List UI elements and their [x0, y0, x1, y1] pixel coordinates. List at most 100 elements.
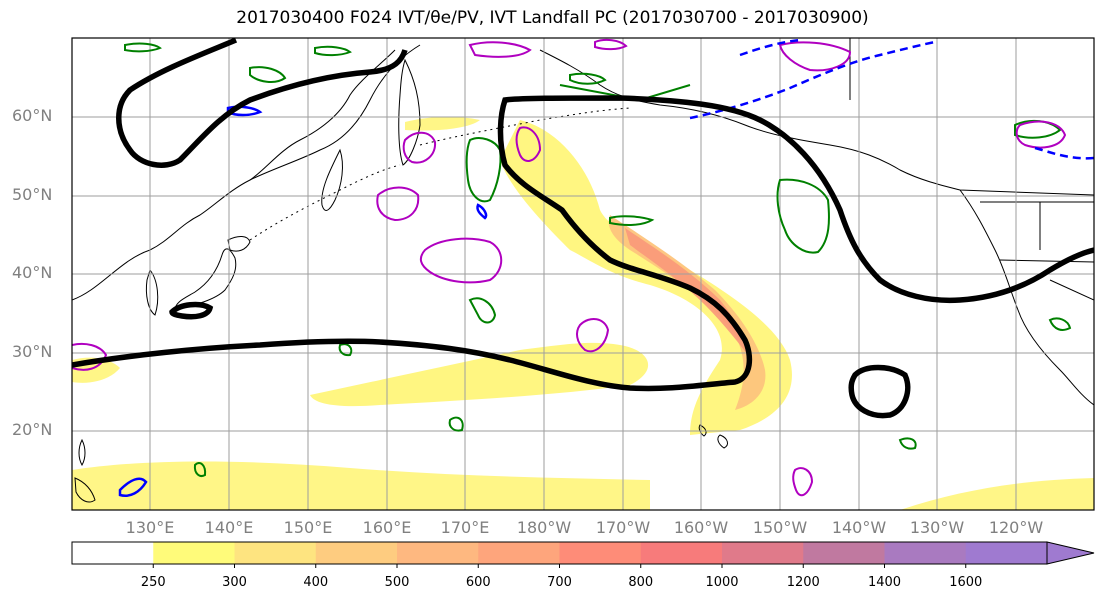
lat-label-40n: 40°N [12, 263, 53, 282]
japan [174, 248, 237, 311]
theta-e-contour [609, 215, 655, 226]
colorbar-tick-label: 800 [628, 575, 654, 590]
colorbar [71, 541, 1095, 568]
taiwan [78, 438, 86, 467]
hokkaido [227, 236, 251, 252]
colorbar-swatch [722, 542, 804, 564]
ivt-core [608, 215, 766, 410]
alaska-coast [539, 49, 1094, 196]
sakhalin [321, 148, 343, 211]
theta-e-contour [124, 42, 162, 53]
pv-positive-contour [72, 342, 108, 371]
theta-e-contour [1048, 317, 1072, 331]
colorbar-tick-label: 1000 [705, 575, 739, 590]
pc-contour-north-arc [116, 38, 408, 168]
theta-e-contour [314, 45, 352, 57]
colorbar-swatch [315, 542, 398, 564]
lon-label-140w: 140°W [831, 518, 887, 537]
pv-positive-contour [402, 131, 437, 164]
pv-negative-contour [118, 477, 148, 497]
lon-label-170w: 170°W [595, 518, 651, 537]
pv-positive-contour [468, 41, 532, 58]
ivt-band-subtropic [72, 461, 650, 510]
lat-label-60n: 60°N [12, 106, 53, 125]
theta-e-contour [776, 178, 830, 254]
lon-label-140e: 140°E [204, 518, 254, 537]
north-america-coast [959, 189, 1094, 406]
canada-borders [849, 38, 1094, 301]
colorbar-tick-label: 300 [222, 575, 247, 590]
coastlines [72, 38, 1094, 503]
ivt-band-main [500, 120, 792, 435]
colorbar-swatch [72, 542, 154, 564]
theta-e-contour [465, 137, 502, 203]
philippines [74, 477, 96, 503]
pv-positive-contour [1015, 120, 1067, 149]
pv-negative-contours [118, 38, 1094, 497]
pv-negative-contour [476, 203, 488, 220]
theta-e-contour [249, 66, 287, 83]
lon-label-160e: 160°E [362, 518, 412, 537]
map-frame [71, 37, 1095, 511]
colorbar-tick-label: 400 [303, 575, 329, 590]
colorbar-tick-label: 1200 [786, 575, 820, 590]
theta-e-contours [124, 42, 1072, 477]
colorbar-swatch [478, 542, 560, 564]
map-title: 2017030400 F024 IVT/θe/PV, IVT Landfall … [236, 8, 869, 28]
lat-label-50n: 50°N [12, 185, 53, 204]
theta-e-contour [569, 72, 607, 85]
lon-label-150e: 150°E [283, 518, 333, 537]
pv-positive-contour [792, 467, 814, 497]
colorbar-tick-label: 700 [547, 575, 572, 590]
theta-e-contour [898, 437, 917, 450]
kamchatka [398, 58, 421, 166]
colorbar-extend-arrow [1046, 541, 1095, 565]
colorbar-swatch [559, 542, 642, 564]
theta-e-contour [1014, 119, 1062, 139]
korea [145, 268, 159, 316]
lon-label-170e: 170°E [440, 518, 490, 537]
lat-label-30n: 30°N [12, 342, 53, 361]
pv-positive-contour [515, 126, 542, 162]
pv-positive-contour [376, 186, 420, 222]
colorbar-swatch [640, 542, 723, 564]
colorbar-swatch [234, 542, 317, 564]
pv-negative-contour [689, 40, 936, 120]
lon-label-130e: 130°E [125, 518, 175, 537]
colorbar-swatch [153, 542, 235, 564]
ivt-band-west [310, 342, 649, 407]
pv-positive-contours [72, 38, 1067, 497]
pc-contours [72, 38, 1094, 419]
ivt-band-kamchatka [405, 116, 480, 131]
colorbar-tick-label: 1600 [949, 575, 983, 590]
colorbar-tick-label: 500 [384, 575, 410, 590]
lon-label-150w: 150°W [752, 518, 808, 537]
ivt-band-east [900, 478, 1094, 510]
kurils [249, 164, 401, 241]
pv-negative-contour [739, 38, 801, 57]
colorbar-tick-label: 1400 [867, 575, 902, 590]
theta-e-contour [338, 343, 353, 357]
gridlines [72, 38, 1094, 510]
theta-e-contour [468, 297, 497, 324]
ivt-shading [72, 116, 1094, 510]
colorbar-swatch [397, 542, 479, 564]
lon-label-120w: 120°W [988, 518, 1044, 537]
pv-positive-contour [778, 41, 852, 72]
colorbar-tick-label: 600 [465, 575, 491, 590]
hawaii [698, 424, 728, 449]
pc-contour-japan-loop [169, 301, 214, 320]
colorbar-swatch [884, 542, 967, 564]
colorbar-tick-label: 250 [140, 575, 166, 590]
lon-label-160w: 160°W [673, 518, 729, 537]
pv-positive-contour [594, 38, 628, 51]
lon-label-180w: 180°W [516, 518, 572, 537]
asia-coast [72, 44, 421, 301]
pc-contour-subtropical [72, 95, 1094, 392]
pv-positive-contour [419, 237, 503, 284]
colorbar-swatch [803, 542, 885, 564]
pv-negative-contour [1034, 146, 1094, 160]
lat-label-20n: 20°N [12, 420, 53, 439]
colorbar-swatch [965, 542, 1047, 564]
